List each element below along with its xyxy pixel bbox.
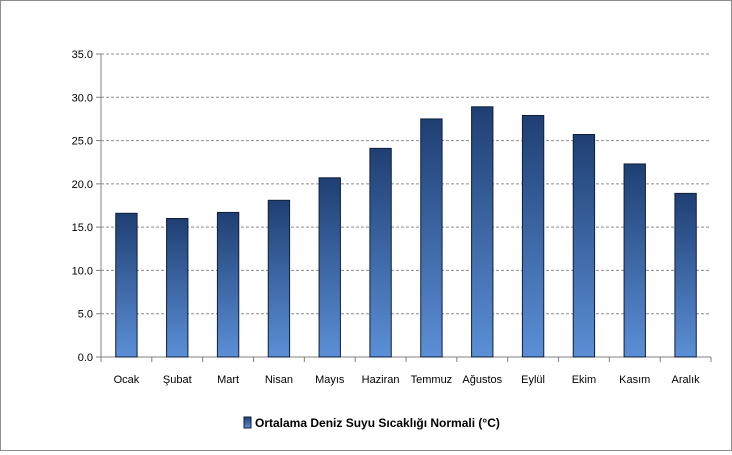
x-tick-labels: Ocak Şubat Mart Nisan Mayıs Haziran Temmuz Ağus… — [114, 374, 701, 386]
gridlines — [96, 53, 711, 358]
bar-2 — [216, 211, 240, 358]
bar-9 — [572, 134, 596, 358]
y-tick-label: 5.0 — [78, 309, 93, 321]
y-tick-label: 30.0 — [72, 92, 93, 104]
bar-10 — [623, 163, 646, 358]
y-tick-label: 10.0 — [72, 265, 93, 277]
bar-11 — [674, 192, 697, 358]
legend-label: Ortalama Deniz Suyu Sıcaklığı Normali (°… — [255, 416, 500, 430]
y-tick-label: 25.0 — [72, 136, 93, 148]
y-tick-label: 35.0 — [72, 49, 93, 61]
x-tick-label: Ekim — [572, 374, 596, 386]
y-tick-labels: 0.0 5.0 10.0 15.0 20.0 25.0 30.0 35.0 — [72, 49, 93, 364]
bar-7 — [471, 106, 494, 358]
x-tick-label: Eylül — [521, 374, 545, 386]
axes — [100, 54, 712, 362]
bar-6 — [420, 118, 443, 358]
bar-5 — [369, 147, 392, 358]
x-tick-label: Mayıs — [315, 374, 345, 386]
bar-8 — [521, 114, 545, 358]
x-tick-label: Ocak — [114, 374, 140, 386]
bar-3 — [267, 199, 291, 358]
x-tick-label: Şubat — [163, 374, 192, 386]
x-tick-label: Temmuz — [411, 374, 453, 386]
y-tick-label: 20.0 — [72, 179, 93, 191]
x-tick-label: Kasım — [619, 374, 650, 386]
x-tick-label: Haziran — [362, 374, 400, 386]
bar-0 — [115, 212, 138, 358]
legend-swatch — [243, 416, 252, 429]
bar-4 — [318, 177, 341, 358]
x-tick-label: Aralık — [672, 374, 701, 386]
x-tick-label: Nisan — [265, 374, 293, 386]
y-tick-label: 15.0 — [72, 222, 93, 234]
bar-1 — [166, 217, 189, 358]
legend: Ortalama Deniz Suyu Sıcaklığı Normali (°… — [243, 416, 500, 430]
x-tick-label: Ağustos — [462, 374, 502, 386]
x-tick-label: Mart — [217, 374, 239, 386]
y-tick-label: 0.0 — [78, 352, 93, 364]
bars — [115, 106, 697, 358]
